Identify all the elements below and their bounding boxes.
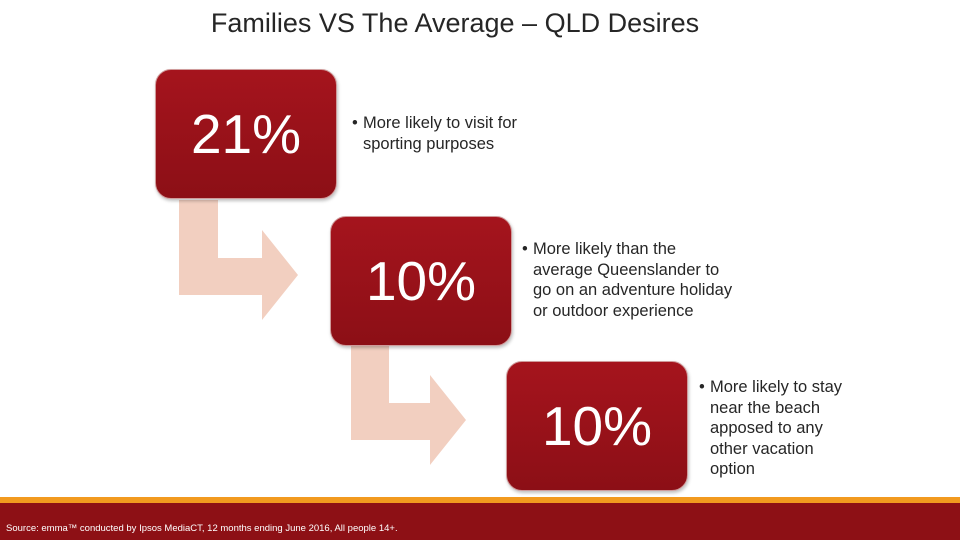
bullet-text: More likely to stay near the beach apposed… [710,378,843,478]
bullet-beach: • More likely to stay near the beach appose… [699,377,842,480]
source-note: Source: emma™ conducted by Ipsos MediaCT… [6,523,398,534]
bullet-text: More likely than the average Queenslander… [533,240,733,320]
stat-box-adventure: 10% [330,216,512,346]
stat-value: 21% [190,102,302,165]
bullet-text: More likely to visit for sporting purpose… [363,114,518,153]
stat-box-beach: 10% [506,361,688,491]
bullet-dot: • [699,378,705,396]
bullet-dot: • [352,114,358,132]
bent-arrow-2 [351,346,466,465]
bullet-dot: • [522,240,528,258]
stat-value: 10% [541,394,653,457]
stat-box-sporting: 21% [155,69,337,199]
footer-stripe [0,497,960,503]
bent-arrow-1 [179,200,298,320]
slide-title: Families VS The Average – QLD Desires [210,8,700,38]
bullet-adventure: • More likely than the average Queenslande… [522,239,732,321]
footer-band [0,503,960,540]
bullet-sporting: • More likely to visit for sporting purpos… [352,113,517,154]
stat-value: 10% [365,249,477,312]
